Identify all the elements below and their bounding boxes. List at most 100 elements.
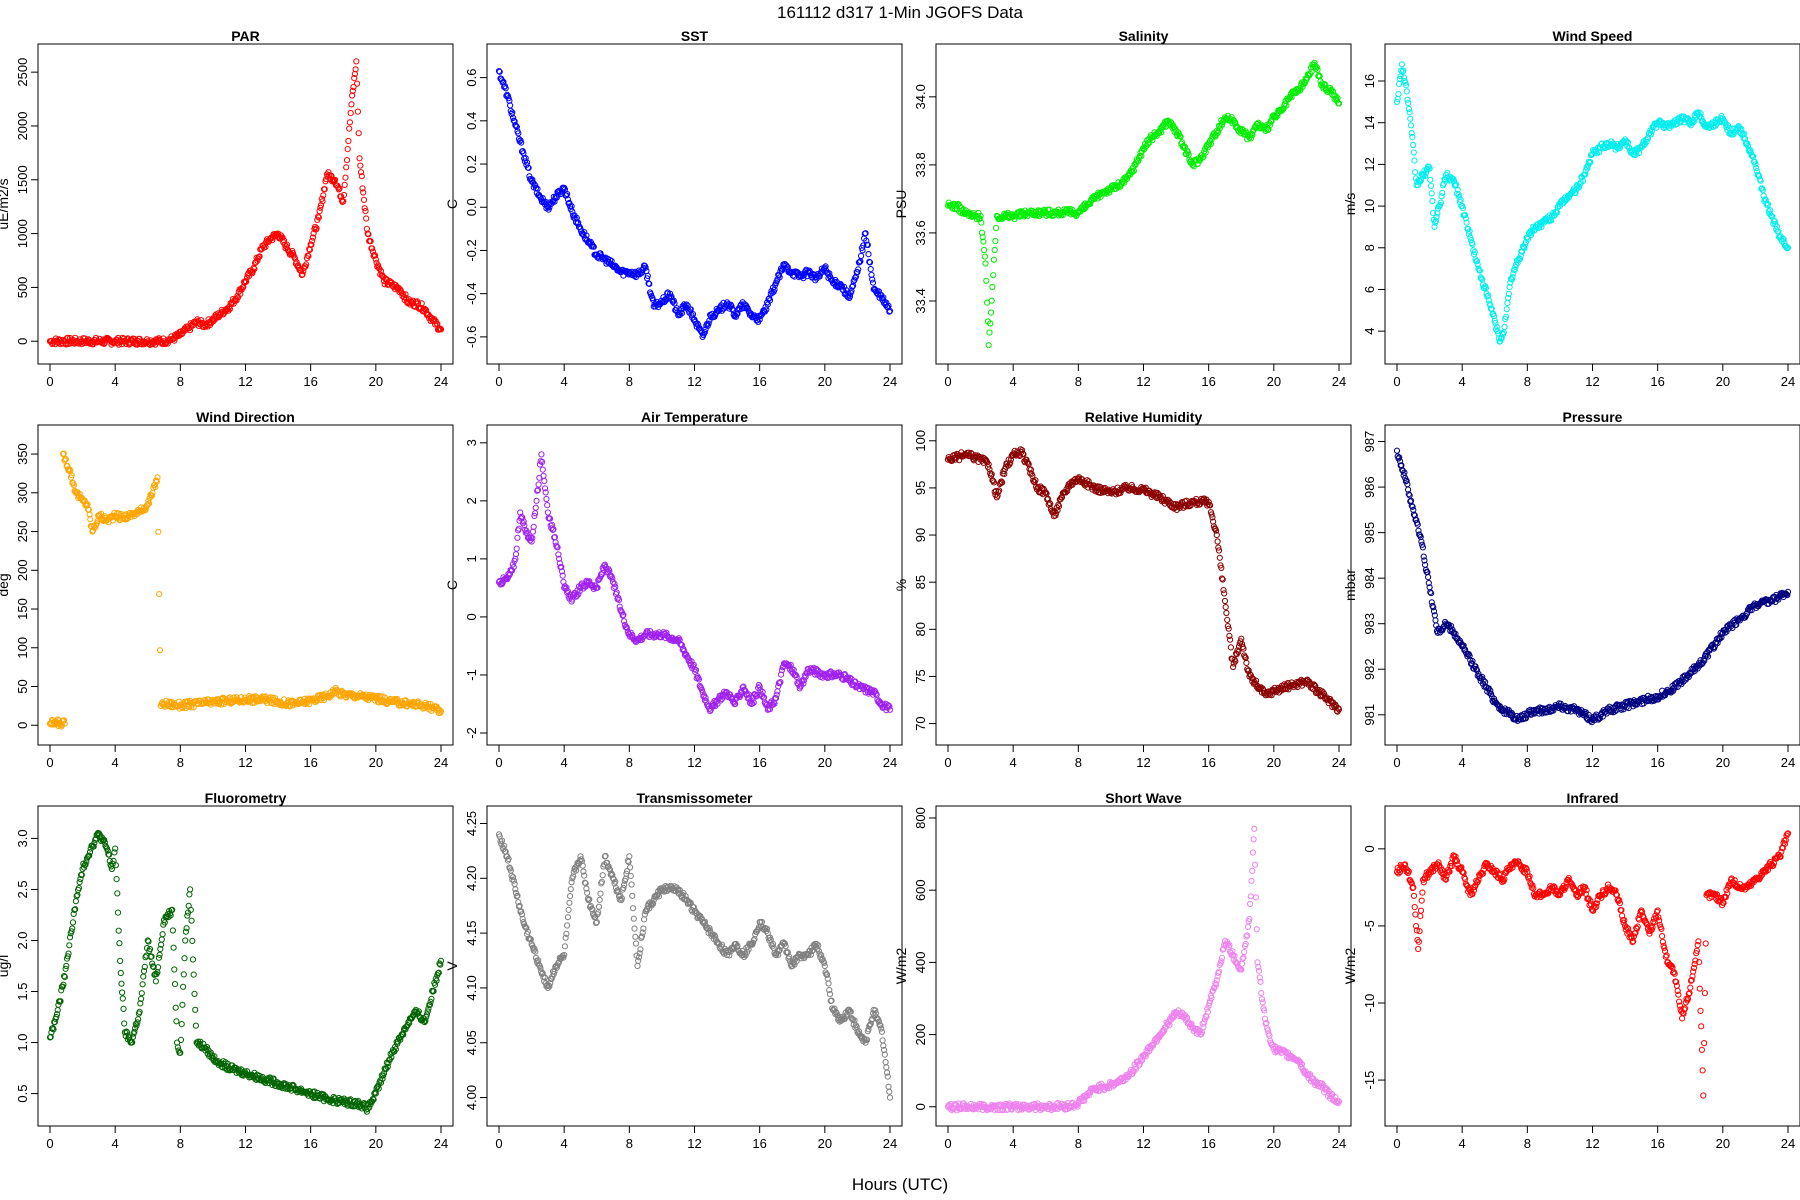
par-point: [358, 173, 365, 180]
salinity-y-label: PSU: [893, 190, 909, 219]
wind-speed-x-tick-label: 16: [1650, 374, 1664, 389]
air-temperature-x-tick-label: 24: [883, 755, 897, 770]
salinity-y-tick-label: 33.4: [913, 288, 928, 313]
relative-humidity-point: [1216, 554, 1223, 561]
salinity-y-tick-label: 33.6: [913, 220, 928, 245]
sst-title: SST: [681, 28, 709, 44]
air-temperature-y-tick-label: -1: [464, 669, 479, 681]
par-data-point: [364, 230, 371, 237]
pressure-title: Pressure: [1563, 409, 1623, 425]
par-data-point: [397, 286, 404, 293]
air-temperature-point: [543, 495, 550, 503]
sst-point: [553, 194, 560, 201]
air-temperature-point: [540, 472, 547, 479]
sst-point: [869, 276, 876, 283]
par-data-point: [177, 331, 184, 338]
fluorometry-x-tick-label: 20: [369, 1136, 383, 1151]
par-point: [352, 66, 359, 73]
pressure-x-tick-label: 24: [1781, 755, 1795, 770]
fluorometry-point: [192, 1022, 199, 1029]
relative-humidity-x-axis: 0 4 8 12 16 20 24: [944, 744, 1346, 770]
par-x-tick-label: 24: [434, 374, 448, 389]
wind-speed-data-point: [1403, 88, 1410, 95]
figure-xlabel: Hours (UTC): [852, 1175, 948, 1194]
wind-direction-title: Wind Direction: [196, 409, 295, 425]
par-point: [321, 186, 328, 193]
par-data-point: [315, 214, 322, 221]
pressure-series: [1393, 447, 1792, 726]
salinity-point: [988, 297, 995, 304]
par-data-point: [275, 230, 282, 237]
salinity-x-tick-label: 8: [1075, 374, 1082, 389]
par-point: [243, 278, 250, 285]
relative-humidity-x-tick-label: 4: [1010, 755, 1017, 770]
par-data-point: [258, 245, 265, 252]
salinity-title: Salinity: [1119, 28, 1169, 44]
pressure-y-tick-label: 985: [1362, 522, 1377, 544]
relative-humidity-point: [1243, 659, 1250, 667]
fluorometry-point: [181, 955, 188, 962]
salinity-point: [981, 253, 988, 260]
fluorometry-point: [120, 1005, 127, 1013]
pressure-x-tick-label: 16: [1650, 755, 1664, 770]
wind-direction-y-tick-label: 300: [15, 482, 30, 504]
sst-point: [525, 164, 532, 171]
sst-point: [855, 266, 862, 273]
wind-speed-x-tick-label: 8: [1524, 374, 1531, 389]
sst-y-tick-label: 0.4: [464, 112, 479, 130]
par-x-tick-label: 12: [238, 374, 252, 389]
par-data-point: [226, 303, 233, 310]
fluorometry-y-axis: 0.51.01.52.02.53.0: [15, 829, 39, 1103]
par-data-point: [283, 243, 290, 250]
par-data-point: [413, 300, 420, 307]
pressure-y-tick-label: 981: [1362, 704, 1377, 726]
par-data-point: [218, 310, 225, 317]
par-point: [317, 202, 325, 209]
fluorometry-point: [180, 983, 187, 990]
fluorometry-point: [159, 931, 166, 938]
salinity-x-tick-label: 20: [1267, 374, 1281, 389]
sst-point: [665, 294, 672, 301]
air-temperature-data-point: [533, 497, 540, 504]
salinity-x-tick-label: 4: [1010, 374, 1017, 389]
par-point: [233, 297, 240, 304]
salinity-series: [944, 59, 1343, 349]
pressure-x-tick-label: 0: [1393, 755, 1400, 770]
par-data-point: [372, 256, 379, 263]
relative-humidity-point: [1223, 609, 1230, 617]
par-point: [342, 174, 349, 181]
sst-y-tick-label: -0.4: [464, 282, 479, 304]
fluorometry-point: [116, 940, 123, 947]
fluorometry-point: [113, 876, 120, 883]
par-data-point: [299, 271, 306, 278]
salinity-point: [990, 272, 997, 279]
par-point: [316, 208, 323, 215]
sst-x-tick-label: 0: [495, 374, 502, 389]
par-point: [309, 234, 316, 241]
relative-humidity-x-tick-label: 8: [1075, 755, 1082, 770]
pressure-x-tick-label: 12: [1585, 755, 1599, 770]
par-y-tick-label: 1000: [15, 219, 30, 248]
par-point: [359, 185, 366, 192]
fluorometry-point: [121, 1020, 128, 1027]
sst-point: [673, 305, 680, 312]
sst-point: [583, 232, 590, 239]
par-point: [360, 196, 368, 203]
par-data-point: [185, 325, 192, 332]
sst-point: [869, 279, 877, 286]
wind-speed-point: [1410, 141, 1417, 149]
fluorometry-point: [158, 936, 165, 943]
wind-speed-point: [1504, 299, 1511, 307]
sst-point: [865, 251, 872, 258]
air-temperature-x-tick-label: 16: [752, 755, 766, 770]
wind-speed-point: [1503, 306, 1510, 313]
salinity-point: [986, 329, 993, 336]
sst-point: [564, 196, 572, 203]
fluorometry-point: [169, 927, 176, 934]
fluorometry-y-tick-label: 3.0: [15, 829, 30, 847]
par-data-point: [421, 305, 428, 312]
sst-series: [495, 68, 894, 340]
